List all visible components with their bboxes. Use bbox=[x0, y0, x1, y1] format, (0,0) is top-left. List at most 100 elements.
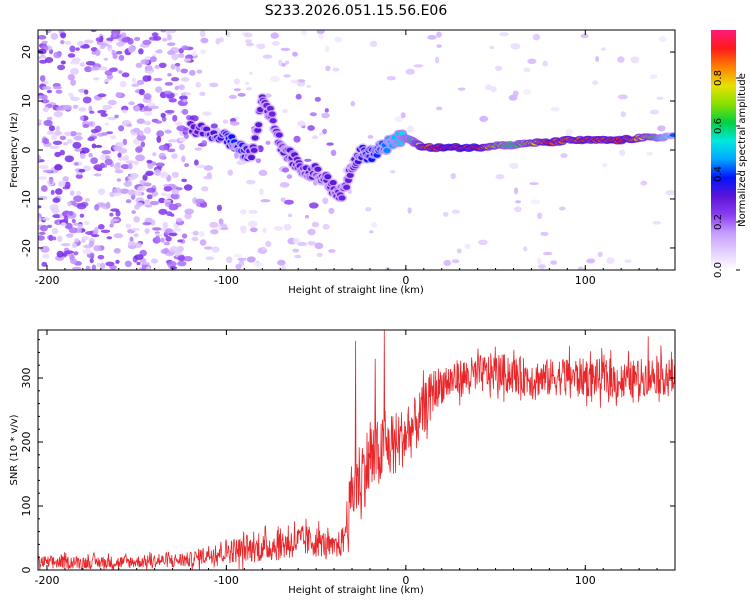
spectrogram-noise-blob bbox=[464, 243, 471, 249]
spectrogram-ridge-core bbox=[324, 174, 332, 180]
spectrogram-noise-blob bbox=[281, 63, 286, 67]
spectrogram-noise-blob bbox=[125, 199, 132, 204]
spectrogram-noise-blob bbox=[201, 140, 208, 146]
spectrogram-noise-blob bbox=[451, 259, 460, 264]
spectrogram-noise-blob bbox=[106, 236, 113, 240]
spectrogram-noise-blob bbox=[436, 31, 442, 38]
spectrogram-noise-blob bbox=[62, 176, 69, 182]
spectrogram-ridge-core bbox=[250, 147, 258, 153]
spectrogram-noise-blob bbox=[246, 256, 256, 263]
spectrogram-noise-blob bbox=[69, 190, 75, 196]
spectrogram-noise-blob bbox=[138, 130, 144, 137]
spectrogram-noise-blob bbox=[314, 242, 324, 250]
spectrogram-noise-blob bbox=[46, 224, 53, 228]
spectrogram-noise-blob bbox=[82, 124, 90, 128]
spectrogram-noise-blob bbox=[115, 259, 120, 264]
spectrogram-noise-blob bbox=[559, 206, 566, 211]
spectrogram-noise-blob bbox=[191, 236, 199, 242]
spectrogram-noise-blob bbox=[71, 218, 76, 224]
spectrogram-noise-blob bbox=[646, 151, 653, 156]
spectrogram-noise-blob bbox=[69, 45, 76, 53]
spectrogram-noise-blob bbox=[90, 157, 98, 165]
spectrogram-noise-blob bbox=[82, 248, 92, 255]
spectrogram-noise-blob bbox=[279, 182, 290, 188]
spectrogram-noise-blob bbox=[60, 60, 66, 65]
spectrogram-noise-blob bbox=[195, 81, 202, 88]
spectrogram-noise-blob bbox=[134, 106, 141, 111]
spectrogram-noise-blob bbox=[143, 182, 152, 187]
spectrogram-noise-blob bbox=[456, 248, 462, 254]
spectrogram-noise-blob bbox=[436, 44, 442, 48]
spectrogram-noise-blob bbox=[656, 96, 664, 101]
spectrogram-ridge-core bbox=[269, 118, 277, 124]
spectrogram-noise-blob bbox=[93, 66, 100, 71]
spectrogram-noise-blob bbox=[88, 105, 93, 113]
spectrogram-noise-blob bbox=[149, 56, 157, 63]
spectrogram-noise-blob bbox=[102, 104, 113, 110]
spectrogram-noise-blob bbox=[495, 174, 505, 180]
spectrogram-noise-blob bbox=[163, 186, 172, 192]
spectrogram-noise-blob bbox=[196, 69, 203, 74]
spectrogram-noise-blob bbox=[485, 84, 492, 91]
spectrogram-noise-blob bbox=[57, 235, 63, 243]
spectrogram-noise-blob bbox=[124, 154, 129, 161]
spectrogram-noise-blob bbox=[63, 215, 69, 223]
spectrogram-noise-blob bbox=[199, 91, 206, 97]
spectrogram-ridge-core bbox=[255, 122, 263, 128]
spectrogram-noise-blob bbox=[577, 266, 584, 270]
spectrogram-ridge-core bbox=[329, 180, 337, 186]
spectrogram-noise-blob bbox=[538, 264, 546, 269]
spectrogram-noise-blob bbox=[386, 76, 396, 81]
spectrogram-noise-blob bbox=[61, 243, 71, 247]
spectrogram-noise-blob bbox=[72, 141, 82, 149]
spectrogram-noise-blob bbox=[313, 180, 318, 186]
spectrogram-noise-blob bbox=[50, 32, 59, 40]
spectrogram-noise-blob bbox=[451, 209, 460, 214]
spectrogram-noise-blob bbox=[99, 35, 104, 42]
spectrogram-noise-blob bbox=[167, 34, 172, 41]
spectrogram-noise-blob bbox=[297, 241, 308, 247]
spectrogram-noise-blob bbox=[132, 77, 137, 83]
spectrogram-noise-blob bbox=[89, 110, 95, 114]
spectrogram-noise-blob bbox=[102, 40, 112, 44]
spectrogram-noise-blob bbox=[209, 82, 219, 88]
spectrogram-noise-blob bbox=[257, 145, 264, 153]
spectrogram-noise-blob bbox=[150, 219, 156, 226]
spectrogram-noise-blob bbox=[169, 266, 178, 270]
spectrogram-noise-blob bbox=[152, 227, 162, 231]
spectrogram-noise-blob bbox=[41, 40, 48, 45]
spectrogram-noise-blob bbox=[150, 258, 158, 264]
spectrogram-noise-blob bbox=[128, 45, 136, 53]
spectrogram-noise-blob bbox=[160, 30, 167, 33]
spectrogram-noise-blob bbox=[209, 221, 219, 228]
spectrogram-noise-blob bbox=[38, 154, 41, 162]
spectrogram-noise-blob bbox=[43, 119, 53, 127]
spectrogram-noise-blob bbox=[40, 224, 48, 232]
spectrogram-noise-blob bbox=[167, 30, 177, 34]
spectrogram-noise-blob bbox=[248, 71, 253, 75]
spectrogram-noise-blob bbox=[133, 160, 139, 166]
spectrogram-noise-blob bbox=[143, 93, 152, 100]
spectrogram-noise-blob bbox=[70, 68, 79, 75]
spectrogram-noise-blob bbox=[40, 185, 48, 192]
spectrogram-noise-blob bbox=[64, 250, 74, 255]
spectrogram-noise-blob bbox=[113, 187, 122, 193]
spectrogram-noise-blob bbox=[665, 190, 675, 196]
spectrogram-noise-blob bbox=[177, 239, 183, 243]
spectrogram-noise-blob bbox=[171, 193, 180, 200]
spectrogram-noise-blob bbox=[199, 30, 206, 38]
spectrogram-noise-blob bbox=[143, 110, 153, 116]
spectrogram-noise-blob bbox=[183, 256, 193, 262]
spectrogram-noise-blob bbox=[146, 65, 153, 72]
spectrogram-noise-blob bbox=[56, 250, 64, 258]
spectrogram-y-tick-label: 10 bbox=[20, 94, 33, 108]
spectrogram-noise-blob bbox=[109, 67, 118, 73]
spectrogram-noise-blob bbox=[38, 48, 47, 55]
spectrogram-noise-blob bbox=[154, 169, 161, 176]
spectrogram-noise-blob bbox=[91, 143, 97, 149]
spectrogram-noise-blob bbox=[253, 262, 263, 267]
spectrogram-noise-blob bbox=[123, 181, 132, 188]
spectrogram-noise-blob bbox=[164, 82, 173, 86]
spectrogram-noise-blob bbox=[370, 40, 378, 47]
